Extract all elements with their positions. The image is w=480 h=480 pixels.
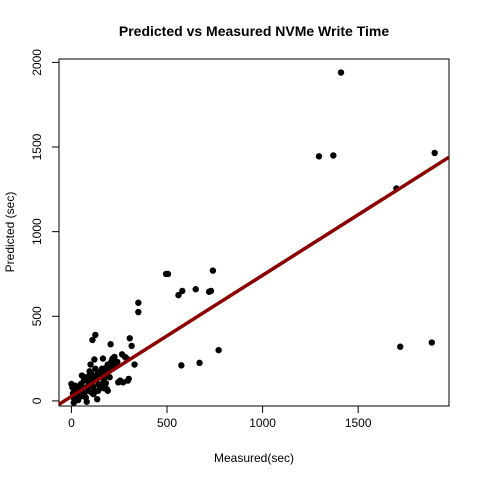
data-point bbox=[104, 387, 111, 394]
data-point bbox=[209, 267, 217, 274]
data-point bbox=[116, 377, 124, 384]
x-tick-label: 0 bbox=[68, 416, 75, 430]
data-point bbox=[92, 365, 99, 372]
data-point bbox=[135, 299, 142, 306]
data-point bbox=[428, 339, 435, 346]
data-point bbox=[78, 372, 86, 379]
data-point bbox=[88, 389, 95, 396]
data-point bbox=[89, 336, 96, 344]
plot-box bbox=[58, 58, 450, 407]
data-point bbox=[94, 396, 101, 403]
fit-line bbox=[58, 155, 450, 406]
data-point bbox=[215, 346, 222, 354]
data-point bbox=[178, 362, 185, 369]
x-tick-label: 1000 bbox=[249, 416, 276, 430]
data-point bbox=[80, 377, 88, 384]
data-point bbox=[431, 149, 438, 157]
data-point bbox=[135, 308, 142, 316]
data-points bbox=[68, 69, 438, 406]
y-tick-label: 1500 bbox=[30, 133, 44, 160]
y-tick-label: 1000 bbox=[30, 218, 44, 245]
fit-line-group bbox=[58, 155, 450, 406]
data-point bbox=[87, 361, 94, 368]
y-tick-label: 500 bbox=[30, 306, 44, 326]
data-point bbox=[114, 358, 121, 366]
data-point bbox=[330, 152, 337, 159]
data-point bbox=[164, 270, 172, 278]
data-point bbox=[92, 331, 99, 339]
y-tick-label: 0 bbox=[30, 397, 44, 404]
data-point bbox=[196, 359, 203, 367]
data-point bbox=[83, 398, 90, 405]
data-point bbox=[337, 69, 345, 76]
data-point bbox=[95, 381, 103, 389]
y-axis: 0 500 1000 1500 2000 bbox=[30, 49, 60, 404]
data-point bbox=[94, 387, 102, 394]
data-point bbox=[111, 353, 118, 361]
x-tick-label: 500 bbox=[157, 416, 177, 430]
data-point bbox=[72, 397, 79, 405]
data-point bbox=[125, 375, 132, 383]
data-point bbox=[91, 356, 98, 363]
data-point bbox=[397, 343, 404, 350]
x-axis: 0 500 1000 1500 bbox=[68, 405, 372, 430]
data-point bbox=[315, 153, 323, 160]
data-point bbox=[131, 361, 138, 368]
x-tick-label: 1500 bbox=[345, 416, 372, 430]
x-axis-label: Measured(sec) bbox=[214, 451, 294, 465]
data-point bbox=[192, 286, 199, 293]
data-point bbox=[68, 380, 75, 388]
data-point bbox=[99, 355, 107, 362]
data-point bbox=[207, 287, 215, 295]
data-point bbox=[126, 335, 133, 342]
y-axis-label: Predicted (sec) bbox=[3, 192, 17, 273]
data-point bbox=[179, 287, 186, 295]
data-point bbox=[175, 291, 182, 299]
data-point bbox=[128, 342, 135, 350]
data-point bbox=[107, 341, 114, 348]
y-tick-label: 2000 bbox=[30, 49, 44, 76]
chart-title: Predicted vs Measured NVMe Write Time bbox=[119, 23, 389, 39]
data-point bbox=[88, 370, 95, 378]
